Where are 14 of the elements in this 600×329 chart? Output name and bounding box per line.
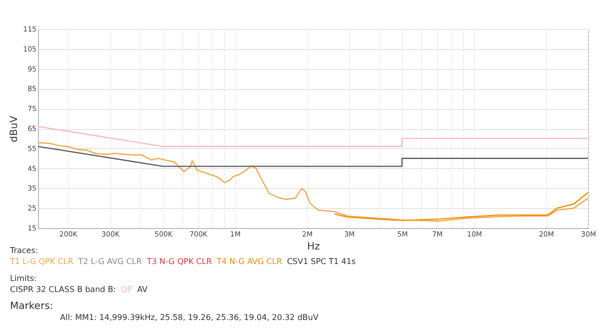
text: Limits:: [10, 274, 37, 283]
text: Markers:: [10, 301, 54, 312]
text: AV: [137, 285, 148, 294]
x-axis-title: Hz: [307, 242, 320, 252]
text: CISPR 32 CLASS B band B:: [10, 285, 116, 294]
text: QP: [120, 285, 132, 294]
text: T4 N-G AVG CLR: [216, 257, 282, 266]
text: T3 N-G QPK CLR: [146, 257, 212, 266]
text: Traces:: [10, 246, 38, 255]
text: T2 L-G AVG CLR: [78, 257, 142, 266]
y-axis-title: dBuV: [9, 116, 20, 142]
text: All: MM1: 14,999.39kHz, 25.58, 19.26, 25.36, 19.04, 20.32 dBuV: [59, 312, 320, 323]
text: CSV1 SPC T1 41s: [286, 257, 356, 266]
text: T1 L-G QPK CLR: [10, 257, 74, 266]
